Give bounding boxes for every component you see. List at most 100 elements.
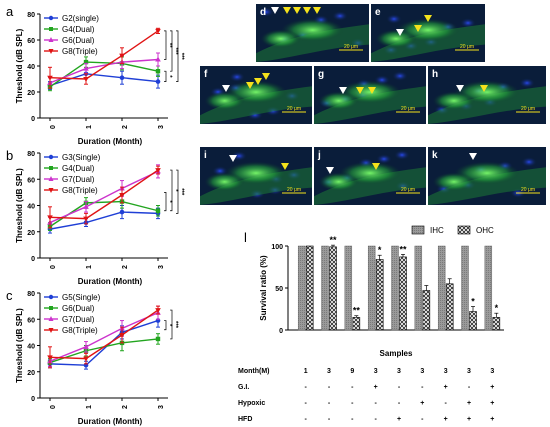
- nuclei-stain: [332, 11, 348, 21]
- micrograph-i: i 20 μm: [200, 147, 312, 205]
- panel-label-e: e: [375, 7, 381, 18]
- data-point: [47, 355, 53, 361]
- data-point: [155, 336, 161, 342]
- significance-label: *: [166, 324, 172, 327]
- yellow-arrowhead-icon: [303, 7, 311, 14]
- bracket: [164, 192, 167, 212]
- line-chart-a: 0 20 40 60 80 0 1 2 3 Duration (Month) Threshold (…: [15, 12, 184, 146]
- scale-bar-label: 20 μm: [401, 106, 415, 112]
- bracket: [176, 30, 179, 82]
- table-cell: -: [304, 416, 307, 423]
- table-cell: -: [398, 400, 401, 407]
- white-arrowhead-icon: [271, 7, 279, 14]
- legend-marker: [48, 154, 54, 160]
- data-point: [155, 308, 161, 314]
- y-tick-label: 40: [27, 64, 35, 71]
- data-point: [155, 56, 161, 62]
- panel-label-c: c: [6, 288, 13, 303]
- panel-label-j: j: [317, 150, 321, 161]
- line-chart-b: 0 20 40 60 80 0 1 2 3 Duration (Month) Threshold (…: [15, 151, 184, 286]
- yellow-arrowhead-icon: [414, 25, 422, 32]
- legend-marker: [48, 316, 54, 321]
- significance-brackets: ** ***: [164, 169, 184, 214]
- table-cell: -: [351, 384, 354, 391]
- legend-marker: [48, 188, 54, 193]
- legend-swatch-ohc: [457, 225, 471, 235]
- bar-ohc: [352, 317, 361, 331]
- table-cell: -: [421, 384, 424, 391]
- legend-label: G2(single): [62, 14, 99, 23]
- y-tick-label: 0: [31, 256, 35, 263]
- micrograph-d: d 20 μm: [256, 4, 369, 62]
- bar-group: *: [461, 245, 477, 331]
- table-cell: -: [421, 416, 424, 423]
- bar-ohc: [422, 290, 431, 331]
- table-cell: +: [420, 400, 424, 407]
- table-cell: -: [468, 384, 471, 391]
- bar-group: **: [321, 235, 337, 331]
- series-line: [49, 312, 159, 362]
- bar-ohc: [492, 317, 501, 331]
- yellow-arrowhead-icon: [254, 78, 262, 85]
- table-cell: 9: [350, 368, 354, 375]
- significance-label: *: [166, 75, 172, 78]
- scale-bar-label: 20 μm: [521, 106, 535, 112]
- bracket: [164, 70, 167, 82]
- table-cell: 3: [397, 368, 401, 375]
- x-tick-label: 1: [86, 405, 93, 409]
- x-axis-title: Samples: [380, 349, 413, 358]
- table-cell: 3: [420, 368, 424, 375]
- series-G2(single): [47, 69, 161, 90]
- bar-ohc: [399, 256, 407, 331]
- significance-label: *: [471, 296, 475, 306]
- bracket: [170, 309, 173, 340]
- condition-table: Month(M) 1 3 9 3 3 3 3 3 3 G.I. - - - + - - + - + Hypoxic - - -…: [238, 368, 494, 423]
- legend-label: IHC: [430, 226, 444, 235]
- significance-label: **: [166, 43, 172, 48]
- micrograph-h: h 20 μm: [428, 66, 546, 124]
- nuclei-stain: [392, 71, 408, 81]
- bar-ohc: [305, 245, 314, 331]
- panel-label-f: f: [204, 69, 208, 80]
- micrograph-f: f 20 μm: [200, 66, 312, 124]
- x-tick-label: 3: [158, 125, 165, 129]
- table-cell: +: [444, 416, 448, 423]
- panel-label-b: b: [6, 148, 13, 163]
- legend-label: G8(Triple): [62, 47, 98, 56]
- micrograph-j: j 20 μm: [314, 147, 426, 205]
- table-cell: -: [351, 400, 354, 407]
- y-axis-title: Threshold (dB SPL): [15, 28, 24, 103]
- y-tick-label: 80: [27, 291, 35, 298]
- x-tick-label: 0: [50, 125, 57, 129]
- hair-cell-stain: [318, 172, 359, 192]
- table-cell: -: [351, 416, 354, 423]
- nuclei-stain: [394, 150, 410, 160]
- nuclei-stain: [229, 72, 245, 82]
- table-cell: +: [490, 416, 494, 423]
- series-line: [49, 58, 159, 84]
- white-arrowhead-icon: [396, 29, 404, 36]
- data-point: [119, 75, 125, 80]
- scale-bar-label: 20 μm: [521, 187, 535, 193]
- y-tick-label: 80: [27, 12, 35, 19]
- table-cell: +: [374, 384, 378, 391]
- line-chart-c: 0 20 40 60 80 0 1 2 3 Duration (Month) Threshold (…: [15, 291, 178, 426]
- yellow-arrowhead-icon: [262, 73, 270, 80]
- table-cell: -: [328, 384, 331, 391]
- hair-cell-stain: [375, 29, 417, 49]
- x-tick-label: 2: [122, 125, 129, 129]
- micrograph-panels: d 20 μm e 20 μm f 20 μm g 20 μm h 20 μm i 20 μm j 20 …: [200, 4, 546, 205]
- nuclei-stain: [258, 7, 274, 17]
- series-line: [49, 200, 159, 228]
- yellow-arrowhead-icon: [424, 15, 432, 22]
- micrograph-g: g 20 μm: [314, 66, 426, 124]
- legend-label: G7(Dual): [62, 315, 95, 324]
- data-point: [119, 53, 125, 59]
- legend-marker: [48, 49, 54, 54]
- table-cell: +: [467, 416, 471, 423]
- table-cell: 3: [374, 368, 378, 375]
- table-cell: 1: [304, 368, 308, 375]
- significance-label: *: [495, 303, 499, 313]
- yellow-arrowhead-icon: [372, 163, 380, 170]
- series-line: [49, 319, 159, 366]
